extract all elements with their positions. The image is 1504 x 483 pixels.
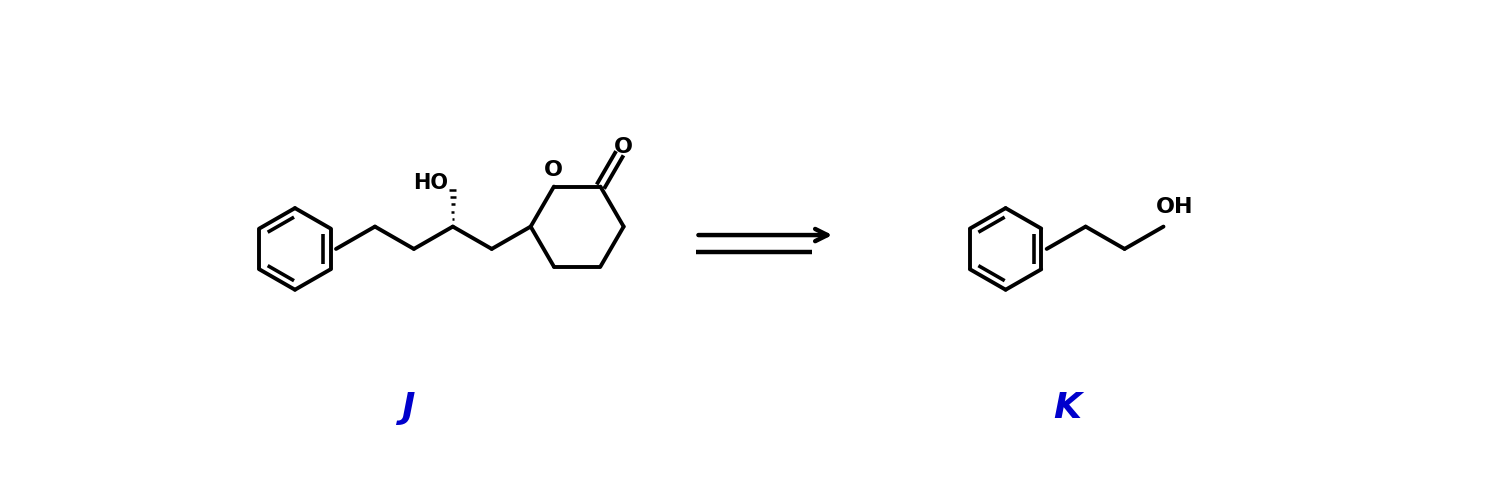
Text: O: O: [543, 160, 562, 180]
Text: OH: OH: [1157, 198, 1194, 217]
Text: HO: HO: [414, 173, 448, 194]
Text: O: O: [614, 137, 633, 157]
Text: J: J: [402, 391, 415, 426]
Text: K: K: [1054, 391, 1081, 426]
